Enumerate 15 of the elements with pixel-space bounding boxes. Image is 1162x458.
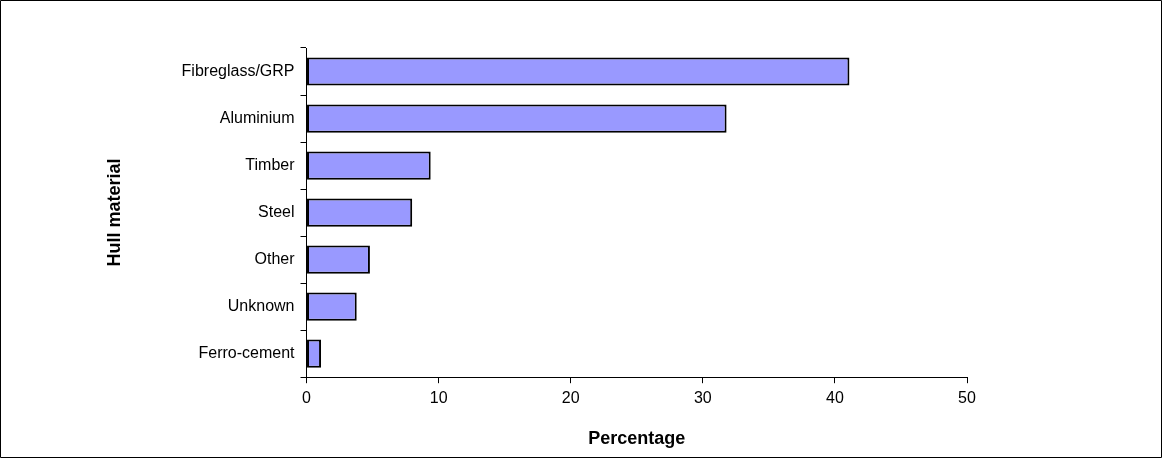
y-tick-label: Aluminium bbox=[219, 108, 295, 126]
y-axis-title: Hull material bbox=[103, 158, 124, 267]
x-tick-label: 20 bbox=[561, 389, 580, 407]
y-tick-label: Ferro-cement bbox=[198, 344, 296, 362]
x-tick-label: 30 bbox=[693, 389, 712, 407]
x-tick-label: 10 bbox=[429, 389, 448, 407]
x-tick-label: 50 bbox=[958, 389, 976, 407]
y-tick-label: Fibreglass/GRP bbox=[181, 61, 295, 79]
x-tick-label: 40 bbox=[826, 389, 844, 407]
x-tick-label: 0 bbox=[302, 389, 312, 407]
x-axis-title: Percentage bbox=[588, 428, 686, 449]
y-tick-label: Unknown bbox=[227, 297, 295, 315]
y-tick-label: Other bbox=[254, 250, 296, 268]
y-tick-label: Timber bbox=[245, 155, 296, 173]
y-tick-label: Steel bbox=[258, 203, 295, 221]
